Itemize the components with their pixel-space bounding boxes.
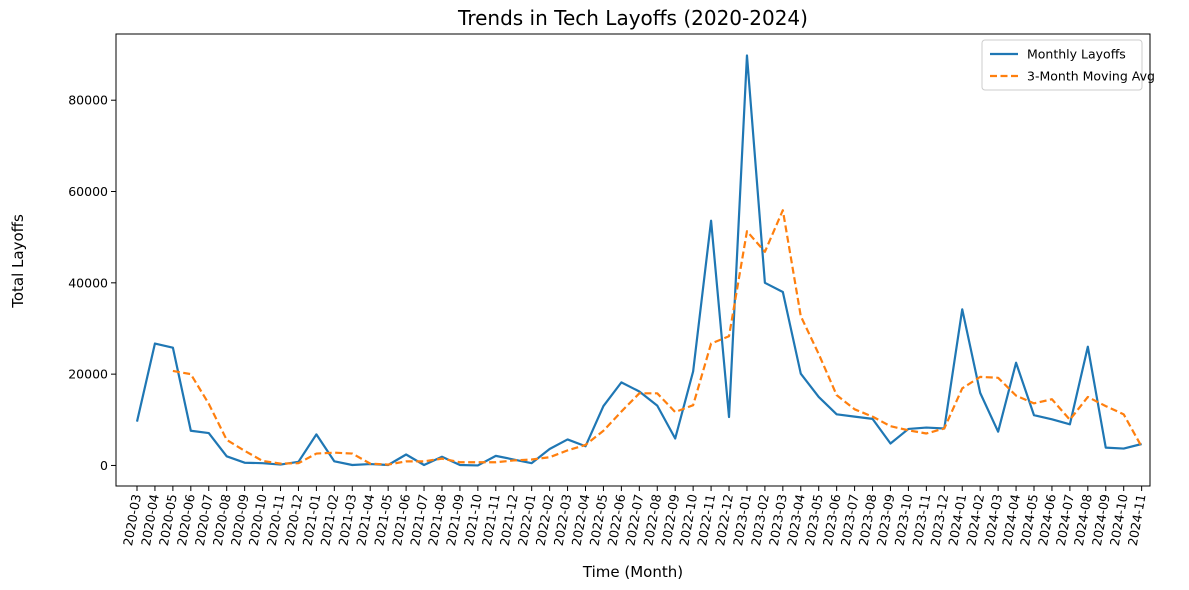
x-axis-ticks: 2020-032020-042020-052020-062020-072020-…	[120, 486, 1149, 547]
y-tick-label: 20000	[68, 367, 108, 382]
moving-average-line	[172, 209, 1143, 466]
series-layer	[135, 54, 1143, 467]
y-tick-label: 40000	[68, 275, 108, 290]
x-axis-title: Time (Month)	[582, 563, 683, 581]
monthly-layoffs-line	[135, 54, 1142, 467]
plot-area	[115, 33, 1151, 487]
legend-label: 3-Month Moving Avg	[1027, 69, 1155, 84]
legend-label: Monthly Layoffs	[1027, 47, 1126, 62]
y-tick-label: 0	[100, 458, 108, 473]
y-tick-label: 60000	[68, 184, 108, 199]
chart-title: Trends in Tech Layoffs (2020-2024)	[457, 6, 808, 30]
y-tick-label: 80000	[68, 93, 108, 108]
plot-frame	[115, 33, 1151, 487]
y-axis-ticks: 0 20000 40000 60000 80000	[68, 93, 116, 473]
legend-box	[981, 39, 1143, 91]
y-axis-title: Total Layoffs	[9, 214, 27, 309]
legend: Monthly Layoffs 3-Month Moving Avg	[981, 39, 1155, 91]
